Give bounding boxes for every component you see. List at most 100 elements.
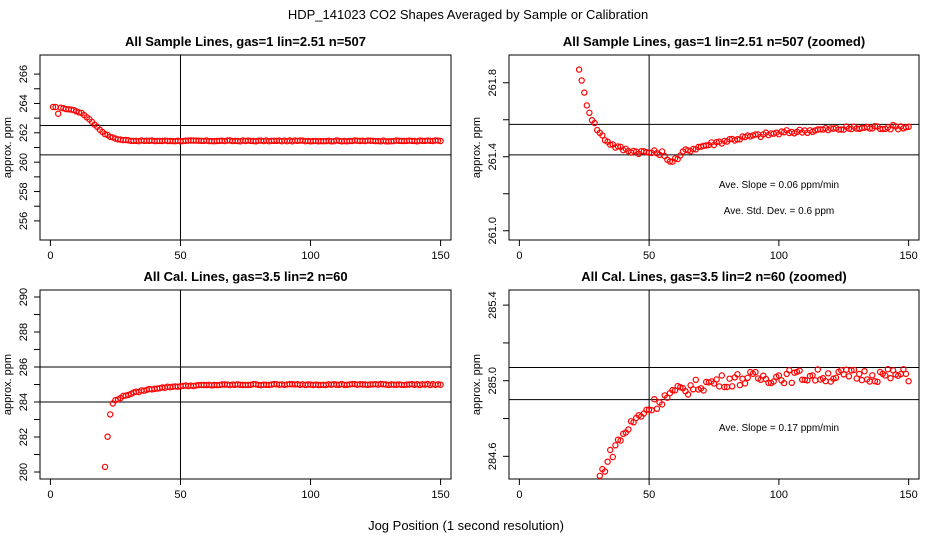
data-point bbox=[838, 126, 845, 133]
data-point bbox=[721, 383, 728, 391]
data-point bbox=[780, 379, 788, 387]
plot-frame bbox=[39, 54, 452, 241]
y-tick-label: 288 bbox=[18, 323, 30, 341]
data-point bbox=[684, 391, 692, 398]
data-point bbox=[106, 411, 114, 418]
data-point bbox=[845, 125, 853, 132]
y-tick-label: 262 bbox=[18, 124, 30, 142]
panel-title: All Sample Lines, gas=1 lin=2.51 n=507 (… bbox=[563, 34, 865, 49]
annotation: Ave. Slope = 0.06 ppm/min bbox=[719, 180, 839, 191]
data-point bbox=[736, 381, 744, 389]
data-point bbox=[669, 386, 676, 394]
data-point bbox=[700, 387, 707, 394]
data-point bbox=[437, 381, 444, 388]
x-tick-label: 50 bbox=[643, 250, 655, 262]
data-point bbox=[744, 374, 751, 381]
data-point bbox=[869, 372, 876, 379]
data-point bbox=[770, 378, 777, 385]
data-points bbox=[101, 380, 444, 471]
data-point bbox=[809, 372, 816, 379]
annotation: Ave. Std. Dev. = 0.6 ppm bbox=[724, 206, 835, 217]
x-tick-label: 100 bbox=[301, 250, 319, 262]
data-point bbox=[796, 367, 803, 374]
x-tick-label: 0 bbox=[47, 250, 53, 262]
data-point bbox=[658, 148, 666, 155]
data-point bbox=[866, 125, 873, 132]
plot-frame bbox=[508, 289, 920, 480]
data-point bbox=[900, 366, 907, 373]
data-point bbox=[601, 468, 609, 475]
data-point bbox=[788, 379, 796, 386]
data-point bbox=[858, 376, 866, 384]
data-point bbox=[845, 373, 853, 380]
data-point bbox=[726, 375, 733, 382]
data-point bbox=[104, 433, 111, 440]
y-tick-label: 266 bbox=[18, 65, 30, 83]
y-tick-label: 285.0 bbox=[487, 367, 499, 395]
data-point bbox=[653, 405, 661, 412]
plot-frame bbox=[508, 54, 920, 241]
data-point bbox=[786, 367, 793, 374]
y-tick-label: 256 bbox=[18, 212, 30, 230]
y-tick-label: 285.4 bbox=[487, 291, 499, 319]
data-point bbox=[49, 103, 57, 111]
data-point bbox=[713, 376, 720, 383]
data-point bbox=[666, 158, 674, 165]
data-points bbox=[575, 66, 912, 165]
y-tick-label: 286 bbox=[18, 358, 30, 376]
panel-title: All Cal. Lines, gas=3.5 lin=2 n=60 (zoom… bbox=[581, 269, 847, 284]
y-tick-label: 260 bbox=[18, 153, 30, 171]
data-point bbox=[825, 370, 832, 377]
y-tick-label: 290 bbox=[18, 288, 30, 306]
data-points bbox=[596, 366, 912, 479]
figure-title: HDP_141023 CO2 Shapes Averaged by Sample… bbox=[288, 7, 648, 22]
data-point bbox=[905, 378, 912, 385]
x-tick-label: 50 bbox=[174, 250, 186, 262]
data-point bbox=[581, 89, 588, 96]
data-point bbox=[434, 137, 442, 144]
data-point bbox=[734, 135, 741, 143]
panel-1: All Sample Lines, gas=1 lin=2.51 n=507 0 5… bbox=[2, 34, 452, 262]
y-tick-label: 264 bbox=[18, 94, 30, 112]
data-point bbox=[690, 145, 697, 153]
x-tick-label: 0 bbox=[516, 489, 522, 501]
data-point bbox=[586, 109, 593, 117]
data-point bbox=[614, 143, 622, 150]
x-tick-label: 50 bbox=[643, 489, 655, 501]
data-point bbox=[617, 437, 624, 444]
y-tick-label: 280 bbox=[18, 463, 30, 481]
x-tick-label: 150 bbox=[431, 250, 449, 262]
data-point bbox=[734, 371, 741, 378]
data-point bbox=[664, 394, 671, 401]
data-point bbox=[599, 132, 606, 139]
data-point bbox=[775, 372, 783, 379]
y-tick-label: 284.6 bbox=[487, 443, 499, 471]
data-point bbox=[882, 372, 889, 379]
data-point bbox=[575, 66, 583, 73]
data-point bbox=[591, 119, 598, 127]
data-point bbox=[612, 442, 619, 449]
x-tick-label: 150 bbox=[431, 489, 449, 501]
data-point bbox=[902, 124, 910, 131]
data-point bbox=[716, 383, 723, 390]
data-point bbox=[434, 381, 442, 388]
data-point bbox=[856, 370, 863, 378]
data-point bbox=[752, 368, 759, 376]
data-point bbox=[887, 375, 894, 382]
y-axis-label: approx. ppm bbox=[2, 117, 14, 178]
data-point bbox=[840, 371, 847, 378]
data-point bbox=[75, 109, 83, 116]
data-point bbox=[578, 77, 585, 84]
y-axis-label: approx. ppm bbox=[2, 354, 14, 415]
data-point bbox=[832, 374, 840, 381]
data-points bbox=[49, 103, 444, 145]
data-point bbox=[658, 401, 666, 408]
data-point bbox=[905, 123, 912, 131]
x-tick-label: 100 bbox=[301, 489, 319, 501]
data-point bbox=[101, 463, 109, 471]
data-point bbox=[607, 141, 614, 148]
y-tick-label: 261.4 bbox=[487, 143, 499, 171]
data-point bbox=[814, 366, 822, 373]
x-tick-label: 150 bbox=[899, 489, 917, 501]
data-point bbox=[703, 142, 710, 149]
